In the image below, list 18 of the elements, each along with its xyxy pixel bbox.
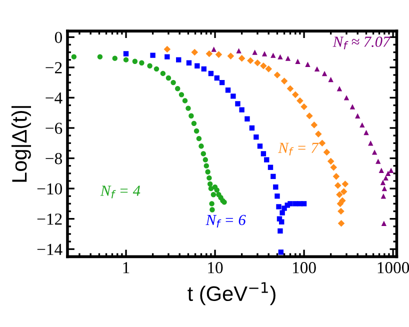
x-tick-label: 1 xyxy=(123,262,130,274)
y-tick-label: −12 xyxy=(37,214,62,225)
series-label: N$_{f}$ = 7 xyxy=(278,142,319,156)
y-tick-label: −8 xyxy=(46,152,62,164)
x-tick-label: 1000 xyxy=(378,262,409,274)
y-tick-label: −6 xyxy=(46,122,62,134)
x-tick-label: 100 xyxy=(293,262,316,274)
x-axis-title: t (GeV$^{−1}$) xyxy=(188,282,276,306)
y-tick-label: −2 xyxy=(46,62,62,74)
text: N$_{f}$ = 6 xyxy=(206,214,246,228)
text: N$_{f}$ = 4 xyxy=(100,186,140,198)
y-tick-label: −4 xyxy=(46,92,62,104)
x-tick-label: 10 xyxy=(208,262,223,274)
y-axis-title: Log|Δ(t)| xyxy=(11,106,32,182)
y-tick-label: −10 xyxy=(37,183,62,194)
y-tick-label: 0 xyxy=(54,32,62,44)
series-label: N$_{f}$ ≈ 7.07 xyxy=(332,36,391,50)
y-tick-label: −14 xyxy=(37,244,62,255)
